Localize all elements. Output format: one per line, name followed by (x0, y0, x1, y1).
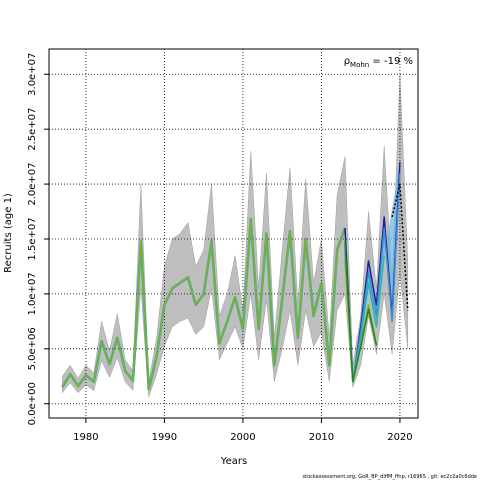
y-tick-label: 1.5e+07 (27, 217, 38, 260)
mohn-rho-subscript: Mohn (350, 61, 369, 69)
footer-credit: stockassessment.org, GoR_BP_diffM_ffnp, … (303, 474, 478, 480)
y-axis-title: Recruits (age 1) (3, 193, 14, 273)
y-tick-label: 5.0e+06 (27, 327, 38, 370)
main-series-line (61, 218, 346, 391)
y-tick-label: 2.5e+07 (27, 108, 38, 151)
plot-frame (48, 48, 419, 419)
y-tick-label: 0.0e+00 (27, 382, 38, 425)
mohn-rho-annotation: ρMohn = -19 % (344, 56, 413, 69)
x-tick-label: 2010 (309, 432, 334, 443)
axis-layer: 1980 1990 2000 2010 2020 0.0e+00 5.0e+06 1.0e+0… (27, 53, 413, 443)
terminal-dotted-line (391, 183, 409, 311)
x-tick-label: 2000 (230, 432, 255, 443)
x-tick-label: 1980 (73, 432, 98, 443)
y-tick-label: 2.0e+07 (27, 162, 38, 205)
series-layer (61, 162, 409, 391)
y-tick-label: 3.0e+07 (27, 53, 38, 96)
x-tick-label: 2020 (387, 432, 412, 443)
y-tick-label: 1.0e+07 (27, 272, 38, 315)
x-axis-title: Years (220, 456, 247, 467)
retro-series-5 (344, 241, 378, 383)
mohn-rho-symbol: ρ (344, 56, 350, 67)
x-tick-label: 1990 (152, 432, 177, 443)
mohn-rho-value: = -19 % (369, 56, 413, 67)
